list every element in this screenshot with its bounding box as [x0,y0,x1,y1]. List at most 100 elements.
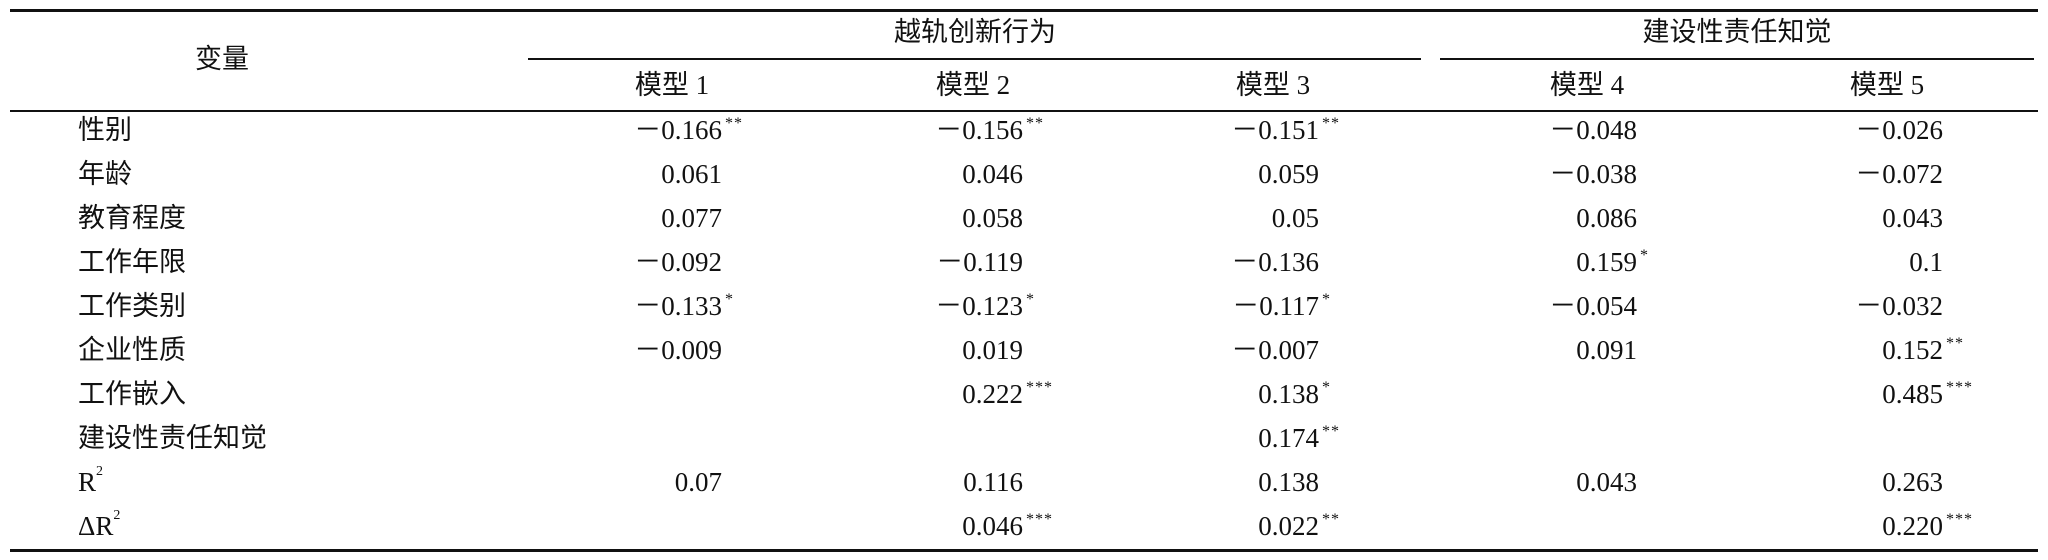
cell: 0.091 [1576,335,1637,365]
cell: －0.007 [1231,335,1319,365]
cell: 0.077 [661,203,722,233]
cell-value: 0.046 [962,159,1023,189]
row-label: R2 [78,465,105,498]
cell-value: －0.092 [634,247,722,277]
group-rule [528,58,1421,60]
cell-value: 0.046 [962,511,1023,541]
row-label: 建设性责任知觉 [78,423,267,453]
cell: －0.026 [1855,115,1943,145]
cell: －0.123 * [935,291,1034,321]
cell-value: 0.138 [1258,379,1319,409]
cell-value: 0.086 [1576,203,1637,233]
cell-value: －0.072 [1855,159,1943,189]
cell: 0.263 [1882,467,1943,497]
cell-value: 0.059 [1258,159,1319,189]
cell: 0.138 [1258,467,1319,497]
cell: 0.116 [963,467,1023,497]
row-label-text: 年龄 [78,159,132,189]
cell-value: 0.07 [674,467,722,497]
cell: 0.220 *** [1882,511,1972,541]
significance: ** [1322,115,1340,132]
cell: －0.054 [1549,291,1637,321]
row-label-header: 变量 [195,44,249,74]
cell-value: 0.116 [963,467,1023,497]
row-label: 性别 [78,115,132,145]
cell-value: 0.152 [1882,335,1943,365]
cell-value: 0.1 [1909,247,1943,277]
cell-value: 0.159 [1576,247,1637,277]
cell: 0.046 [962,159,1023,189]
model-header: 模型 4 [1549,70,1625,100]
cell: 0.059 [1258,159,1319,189]
cell-value: 0.091 [1576,335,1637,365]
cell-value: 0.220 [1882,511,1943,541]
row-label: 教育程度 [78,203,186,233]
cell-value: 0.022 [1258,511,1319,541]
cell-value: 0.263 [1882,467,1943,497]
row-label: 企业性质 [78,335,186,365]
row-label-text: 性别 [78,115,132,145]
cell-value: －0.048 [1549,115,1637,145]
cell: －0.032 [1855,291,1943,321]
cell: 0.1 [1909,247,1943,277]
cell: －0.136 [1231,247,1319,277]
cell: 0.043 [1576,467,1637,497]
cell: －0.166 ** [634,115,742,145]
cell: 0.159 * [1576,247,1648,277]
row-label: ΔR2 [78,509,122,542]
significance: ** [1946,335,1964,352]
group-rule [1440,58,2034,60]
row-label-text: 企业性质 [78,335,186,365]
cell: －0.156 ** [935,115,1043,145]
cell: 0.058 [962,203,1023,233]
cell-value: 0.043 [1882,203,1943,233]
header-rule [10,110,2038,112]
cell-value: －0.117 [1232,291,1319,321]
significance: * [1322,379,1331,396]
significance: * [1322,291,1331,308]
cell-value: 0.019 [962,335,1023,365]
cell: －0.009 [634,335,722,365]
cell-value: －0.009 [634,335,722,365]
cell-value: －0.026 [1855,115,1943,145]
cell: －0.048 [1549,115,1637,145]
row-label-text: R [78,467,97,497]
cell-value: 0.174 [1258,423,1319,453]
cell: 0.222 *** [962,379,1052,409]
cell-value: 0.077 [661,203,722,233]
row-label: 年龄 [78,159,132,189]
group-title: 建设性责任知觉 [1642,17,1832,47]
bottom-rule [10,549,2038,552]
row-label: 工作嵌入 [78,379,186,409]
significance: ** [1322,423,1340,440]
cell-value: 0.138 [1258,467,1319,497]
cell: 0.174 ** [1258,423,1339,453]
cell-value: －0.136 [1231,247,1319,277]
significance: *** [1946,511,1973,528]
model-header: 模型 1 [634,70,710,100]
cell: 0.043 [1882,203,1943,233]
cell: 0.022 ** [1258,511,1339,541]
cell-value: －0.133 [634,291,722,321]
row-label-text: 教育程度 [78,203,186,233]
top-rule [10,9,2038,12]
significance: ** [1026,115,1044,132]
cell: 0.138 * [1258,379,1330,409]
cell-value: 0.058 [962,203,1023,233]
row-label-text: ΔR [78,511,114,541]
cell-value: 0.061 [661,159,722,189]
cell-value: －0.038 [1549,159,1637,189]
cell-value: －0.007 [1231,335,1319,365]
cell-value: －0.123 [935,291,1023,321]
significance: *** [1026,511,1053,528]
cell-value: 0.043 [1576,467,1637,497]
cell: －0.151 ** [1231,115,1339,145]
cell-value: －0.119 [936,247,1023,277]
model-header: 模型 5 [1849,70,1925,100]
cell-value: －0.054 [1549,291,1637,321]
cell: 0.086 [1576,203,1637,233]
cell: －0.119 [936,247,1023,277]
row-label-text: 工作类别 [78,291,186,321]
significance: * [1026,291,1035,308]
